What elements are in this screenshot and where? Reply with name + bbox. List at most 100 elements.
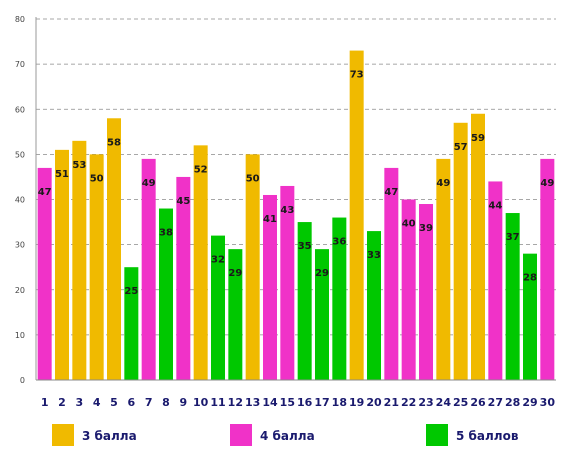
- bar: [72, 140, 87, 380]
- data-label: 43: [280, 205, 294, 216]
- data-label: 59: [471, 133, 485, 144]
- x-tick-label: 19: [349, 396, 364, 409]
- x-tick-label: 29: [522, 396, 537, 409]
- data-label: 58: [107, 137, 121, 148]
- bar: [453, 122, 468, 380]
- y-tick-label: 10: [15, 331, 25, 340]
- data-label: 45: [176, 196, 190, 207]
- y-tick-label: 20: [15, 286, 25, 295]
- data-label: 33: [367, 250, 381, 261]
- bar: [89, 154, 104, 380]
- bar: [228, 249, 243, 380]
- bar: [176, 176, 191, 380]
- x-tick-label: 14: [262, 396, 278, 409]
- data-label: 39: [419, 223, 433, 234]
- y-tick-label: 50: [15, 150, 25, 159]
- x-tick-label: 7: [145, 396, 153, 409]
- x-tick-label: 4: [93, 396, 101, 409]
- data-label: 40: [402, 219, 416, 230]
- y-tick-label: 70: [15, 60, 25, 69]
- data-label: 73: [350, 70, 364, 81]
- data-label: 53: [72, 160, 86, 171]
- bar: [540, 158, 555, 380]
- bar: [315, 249, 329, 380]
- x-tick-label: 2: [58, 396, 66, 409]
- data-label: 38: [159, 228, 173, 239]
- data-label: 49: [540, 178, 554, 189]
- bar: [419, 204, 433, 380]
- legend-swatch: [426, 424, 448, 446]
- bar: [349, 50, 364, 381]
- data-label: 47: [384, 187, 398, 198]
- bar: [193, 145, 208, 380]
- data-label: 44: [488, 200, 502, 211]
- x-tick-label: 22: [401, 396, 416, 409]
- bar: [280, 185, 295, 380]
- x-tick-label: 25: [453, 396, 468, 409]
- bar: [297, 222, 312, 380]
- data-label: 49: [436, 178, 450, 189]
- data-label: 52: [194, 164, 208, 175]
- data-label: 32: [211, 255, 225, 266]
- data-label: 57: [454, 142, 468, 153]
- data-label: 25: [124, 286, 138, 297]
- x-tick-label: 18: [332, 396, 347, 409]
- bar: [523, 253, 537, 380]
- bar: [332, 217, 347, 380]
- x-tick-label: 26: [470, 396, 486, 409]
- legend-label: 3 балла: [82, 429, 137, 443]
- data-label: 50: [90, 173, 104, 184]
- bar: [245, 154, 260, 380]
- bar: [384, 167, 399, 380]
- data-label: 51: [55, 169, 69, 180]
- data-label: 28: [523, 273, 537, 284]
- bar: [37, 167, 52, 380]
- data-label: 41: [263, 214, 277, 225]
- bar: [505, 213, 520, 380]
- x-tick-label: 15: [280, 396, 295, 409]
- legend-label: 4 балла: [260, 429, 315, 443]
- bar: [367, 231, 381, 380]
- data-label: 36: [332, 237, 346, 248]
- bar: [159, 208, 173, 380]
- bar: [107, 118, 121, 381]
- x-tick-label: 13: [245, 396, 260, 409]
- x-tick-label: 30: [540, 396, 556, 409]
- x-tick-label: 24: [436, 396, 452, 409]
- bar: [471, 113, 485, 380]
- bar: [488, 181, 503, 380]
- x-tick-label: 23: [418, 396, 433, 409]
- x-tick-label: 27: [488, 396, 503, 409]
- bar: [436, 158, 451, 380]
- bar: [141, 158, 156, 380]
- legend-label: 5 баллов: [456, 429, 519, 443]
- x-tick-label: 28: [505, 396, 520, 409]
- legend-swatch: [52, 424, 74, 446]
- y-tick-label: 30: [15, 241, 25, 250]
- x-tick-label: 12: [228, 396, 243, 409]
- x-tick-label: 16: [297, 396, 313, 409]
- data-label: 35: [298, 241, 312, 252]
- x-tick-label: 17: [314, 396, 329, 409]
- bar: [124, 267, 139, 380]
- data-label: 47: [38, 187, 52, 198]
- data-label: 49: [142, 178, 156, 189]
- bar: [263, 194, 277, 380]
- x-tick-label: 9: [180, 396, 188, 409]
- y-tick-label: 60: [15, 105, 25, 114]
- x-tick-label: 21: [384, 396, 399, 409]
- x-tick-label: 5: [110, 396, 118, 409]
- data-label: 29: [228, 268, 242, 279]
- bar: [211, 235, 225, 380]
- data-label: 50: [246, 173, 260, 184]
- x-tick-label: 11: [210, 396, 225, 409]
- bar: [55, 149, 69, 380]
- data-label: 37: [506, 232, 520, 243]
- legend-swatch: [230, 424, 252, 446]
- data-label: 29: [315, 268, 329, 279]
- y-tick-label: 80: [15, 15, 25, 24]
- x-tick-label: 10: [193, 396, 209, 409]
- x-tick-label: 8: [162, 396, 170, 409]
